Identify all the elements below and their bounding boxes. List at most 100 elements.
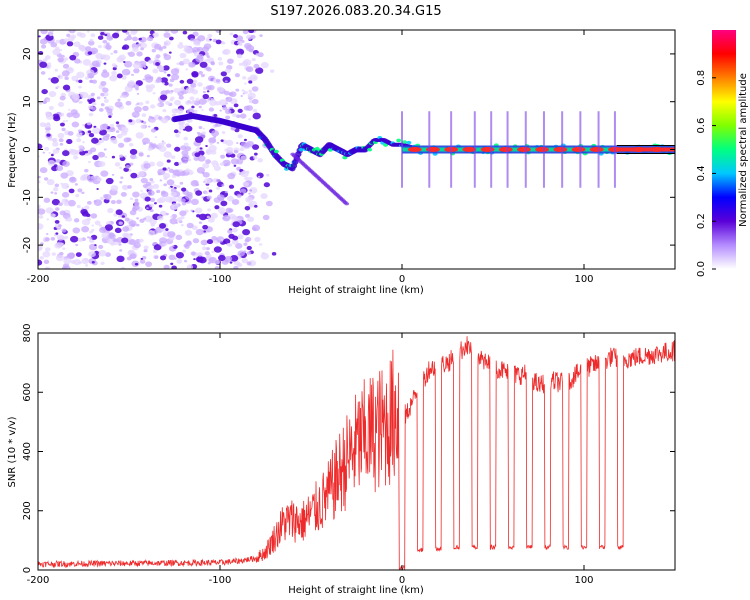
- noise-blob: [251, 224, 261, 232]
- noise-blob: [204, 251, 210, 256]
- noise-blob: [132, 46, 139, 52]
- noise-blob: [266, 173, 270, 177]
- noise-blob: [132, 191, 140, 198]
- noise-blob: [66, 33, 71, 38]
- noise-blob: [54, 219, 60, 224]
- noise-blob: [123, 91, 128, 96]
- noise-blob: [111, 155, 116, 159]
- noise-blob: [223, 163, 228, 167]
- noise-blob: [184, 244, 190, 249]
- noise-blob: [116, 30, 120, 33]
- noise-blob: [50, 154, 54, 157]
- noise-blob: [119, 154, 124, 158]
- noise-blob: [42, 151, 46, 154]
- noise-blob: [179, 181, 184, 185]
- noise-blob: [160, 117, 169, 124]
- noise-blob: [142, 105, 149, 111]
- noise-blob: [98, 249, 107, 257]
- noise-blob: [170, 215, 174, 219]
- noise-blob: [81, 207, 84, 210]
- noise-blob: [244, 238, 250, 243]
- noise-blob: [232, 221, 240, 228]
- snr-y-ticks: 0 200 400 600 800: [22, 323, 675, 573]
- noise-blob: [84, 150, 89, 154]
- noise-blob: [167, 167, 170, 170]
- noise-blob: [220, 139, 224, 142]
- noise-blob: [97, 35, 104, 40]
- noise-blob: [229, 255, 239, 262]
- noise-blob: [97, 151, 106, 158]
- bright-segment: [462, 147, 477, 152]
- noise-blob: [208, 137, 217, 144]
- noise-blob: [184, 229, 193, 236]
- noise-blob: [126, 35, 133, 41]
- noise-blob: [134, 198, 139, 202]
- noise-blob: [108, 115, 112, 119]
- noise-blob: [105, 44, 112, 50]
- noise-blob: [38, 223, 44, 230]
- noise-blob: [52, 113, 60, 120]
- noise-blob: [140, 39, 144, 43]
- noise-blob: [138, 102, 144, 106]
- noise-blob: [194, 136, 204, 143]
- noise-blob: [214, 101, 221, 106]
- noise-blob: [171, 245, 175, 248]
- y-tick-label: -10: [22, 189, 33, 205]
- noise-blob: [222, 216, 226, 220]
- noise-blob: [192, 238, 200, 244]
- noise-blob: [40, 71, 46, 75]
- noise-blob: [261, 252, 266, 255]
- noise-blob: [38, 143, 43, 150]
- noise-blob: [112, 238, 118, 242]
- noise-blob: [216, 86, 225, 93]
- noise-blob: [44, 146, 50, 151]
- noise-blob: [118, 142, 125, 148]
- noise-blob: [76, 32, 83, 37]
- noise-blob: [124, 85, 133, 93]
- noise-blob: [75, 194, 80, 198]
- noise-blob: [202, 127, 205, 130]
- noise-blob: [56, 234, 65, 241]
- noise-blob: [190, 251, 196, 256]
- noise-blob: [183, 259, 188, 263]
- noise-blob: [61, 70, 70, 77]
- noise-blob: [242, 76, 247, 80]
- snr-x-ticks: -200 -100 0 100: [27, 333, 594, 586]
- noise-blob: [225, 139, 234, 147]
- noise-blob: [226, 195, 234, 202]
- noise-blob: [176, 217, 183, 222]
- noise-blob: [100, 54, 107, 59]
- noise-blob: [215, 178, 221, 183]
- noise-blob: [146, 207, 149, 210]
- noise-blob: [244, 206, 251, 211]
- noise-blob: [48, 77, 52, 81]
- noise-blob: [127, 52, 131, 55]
- noise-blob: [227, 209, 231, 212]
- noise-blob: [123, 60, 133, 68]
- noise-blob: [219, 109, 222, 112]
- noise-blob: [157, 172, 162, 176]
- noise-blob: [233, 149, 239, 154]
- noise-blob: [78, 145, 84, 150]
- noise-blob: [59, 48, 63, 52]
- noise-blob: [233, 164, 237, 167]
- noise-blob: [202, 246, 207, 251]
- noise-blob: [123, 61, 126, 64]
- noise-blob: [185, 68, 189, 71]
- noise-blob: [89, 237, 93, 240]
- noise-blob: [176, 108, 184, 114]
- snr-x-label: Height of straight line (km): [288, 585, 424, 596]
- noise-blob: [131, 111, 140, 118]
- spectrogram-heatmap: [38, 30, 675, 269]
- noise-blob: [101, 232, 110, 239]
- noise-blob: [122, 226, 130, 232]
- noise-blob: [87, 236, 90, 239]
- noise-blob: [46, 179, 55, 186]
- bright-segment: [571, 147, 586, 152]
- noise-blob: [154, 255, 159, 259]
- ridge-highlight: [396, 138, 402, 143]
- noise-blob: [209, 142, 213, 146]
- noise-blob: [143, 249, 148, 253]
- noise-blob: [48, 90, 57, 98]
